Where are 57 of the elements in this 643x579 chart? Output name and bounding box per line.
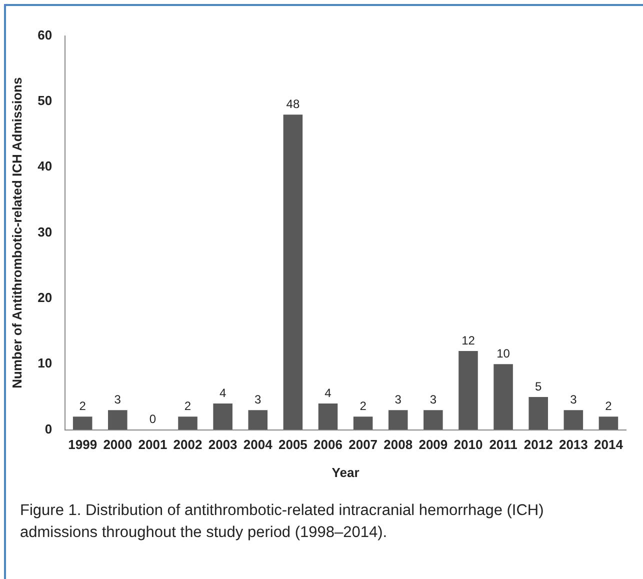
x-tick-label: 2014	[594, 437, 624, 452]
y-tick-label: 30	[38, 224, 52, 240]
y-tick-label: 40	[38, 158, 52, 174]
bar	[528, 396, 548, 430]
caption: Figure 1. Distribution of antithrombotic-related intracranial hemorrhage (ICH) admissions throughout the study period (1998–2014).	[20, 501, 545, 543]
y-tick-label: 50	[38, 93, 52, 108]
bar	[424, 410, 443, 430]
bar	[388, 410, 408, 430]
bar	[494, 364, 513, 430]
data-label: 3	[254, 392, 262, 406]
data-label: 10	[496, 346, 510, 360]
data-label: 0	[149, 412, 156, 426]
x-tick-label: 2006	[314, 437, 342, 452]
bar	[248, 410, 268, 430]
data-label: 3	[570, 392, 578, 406]
x-tick-label: 2003	[208, 437, 238, 452]
x-tick-label: 2009	[418, 437, 448, 452]
x-tick-label: 2001	[138, 437, 168, 452]
bar	[178, 416, 198, 430]
data-label: 2	[79, 398, 86, 413]
data-label: 5	[535, 379, 542, 394]
y-axis-title: Number of Antithrombotic-related ICH Admissions	[9, 77, 24, 388]
bar	[598, 416, 618, 430]
bar	[458, 351, 478, 430]
data-label: 3	[430, 392, 437, 406]
data-label: 4	[324, 386, 332, 400]
y-tick-label: 0	[44, 421, 52, 436]
bar	[108, 410, 128, 430]
x-tick-label: 2010	[454, 437, 483, 452]
x-tick-label: 2008	[384, 437, 413, 452]
bar	[213, 404, 232, 430]
y-tick-label: 20	[38, 290, 52, 306]
bar	[318, 404, 338, 430]
x-tick-label: 2000	[103, 437, 132, 452]
bar	[72, 416, 92, 430]
data-label: 4	[219, 386, 226, 400]
data-label: 3	[394, 392, 402, 406]
x-axis-title: Year	[332, 464, 360, 480]
x-tick-label: 2004	[243, 437, 274, 452]
x-tick-label: 2012	[524, 437, 553, 452]
data-label: 2	[605, 398, 612, 413]
x-tick-label: 2002	[173, 437, 202, 452]
data-label: 3	[114, 392, 122, 406]
data-label: 2	[360, 398, 367, 413]
bar	[353, 416, 373, 430]
y-tick-label: 10	[38, 356, 52, 371]
data-label: 2	[184, 398, 192, 413]
bar	[283, 114, 303, 430]
x-tick-label: 2013	[558, 437, 588, 452]
bar	[564, 410, 584, 430]
x-tick-label: 1999	[68, 437, 98, 452]
data-label: 12	[462, 333, 476, 348]
y-tick-label: 60	[38, 27, 52, 42]
x-tick-label: 2005	[278, 437, 308, 452]
x-tick-label: 2011	[489, 437, 518, 452]
x-tick-label: 2007	[348, 437, 378, 452]
data-label: 48	[286, 96, 300, 111]
